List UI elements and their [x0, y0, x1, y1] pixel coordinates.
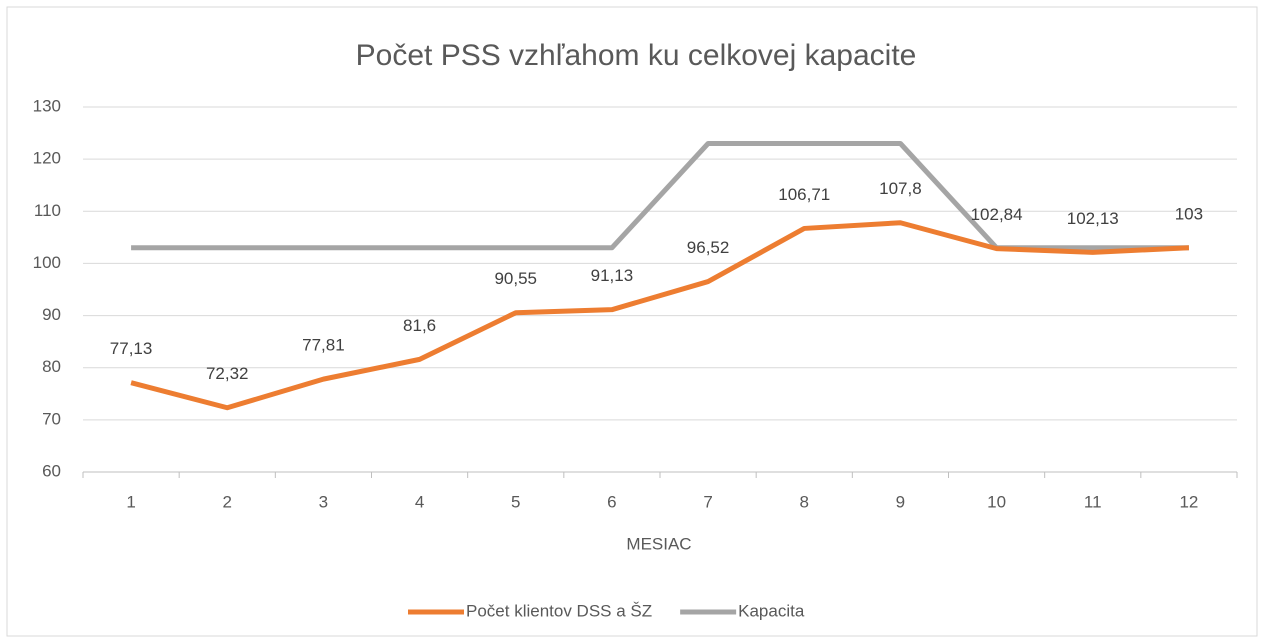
data-label: 102,84 — [971, 205, 1023, 224]
chart-border — [6, 6, 1258, 637]
legend-label: Počet klientov DSS a ŠZ — [466, 601, 652, 620]
chart-title: Počet PSS vzhľahom ku celkovej kapacite — [356, 39, 917, 72]
y-tick-label: 80 — [42, 357, 61, 376]
x-tick-label: 5 — [511, 492, 520, 511]
data-label: 106,71 — [778, 185, 830, 204]
x-tick-label: 4 — [415, 492, 424, 511]
x-tick-label: 3 — [319, 492, 328, 511]
x-tick-label: 2 — [223, 492, 232, 511]
y-tick-label: 60 — [42, 461, 61, 480]
x-tick-label: 10 — [987, 492, 1006, 511]
y-tick-label: 120 — [33, 149, 61, 168]
series-line — [130, 220, 1190, 411]
data-label: 91,13 — [591, 266, 634, 285]
data-label: 72,32 — [206, 364, 249, 383]
data-label: 96,52 — [687, 238, 730, 257]
y-tick-label: 130 — [33, 96, 61, 115]
x-tick-label: 9 — [896, 492, 905, 511]
y-tick-label: 90 — [42, 305, 61, 324]
data-label: 77,13 — [110, 339, 153, 358]
data-label: 102,13 — [1067, 209, 1119, 228]
x-tick-label: 6 — [607, 492, 616, 511]
x-tick-label: 11 — [1084, 492, 1102, 511]
data-label: 90,55 — [494, 269, 537, 288]
x-axis-label: MESIAC — [626, 534, 691, 553]
y-tick-label: 110 — [34, 201, 61, 220]
x-tick-label: 8 — [800, 492, 809, 511]
y-tick-label: 70 — [42, 409, 61, 428]
y-tick-label: 100 — [33, 253, 61, 272]
legend-label: Kapacita — [738, 601, 805, 620]
data-label: 81,6 — [403, 316, 436, 335]
data-label: 103 — [1175, 204, 1203, 223]
x-tick-label: 12 — [1179, 492, 1198, 511]
x-tick-label: 1 — [126, 492, 135, 511]
data-label: 77,81 — [302, 336, 345, 355]
data-label: 107,8 — [879, 179, 922, 198]
x-tick-label: 7 — [703, 492, 712, 511]
